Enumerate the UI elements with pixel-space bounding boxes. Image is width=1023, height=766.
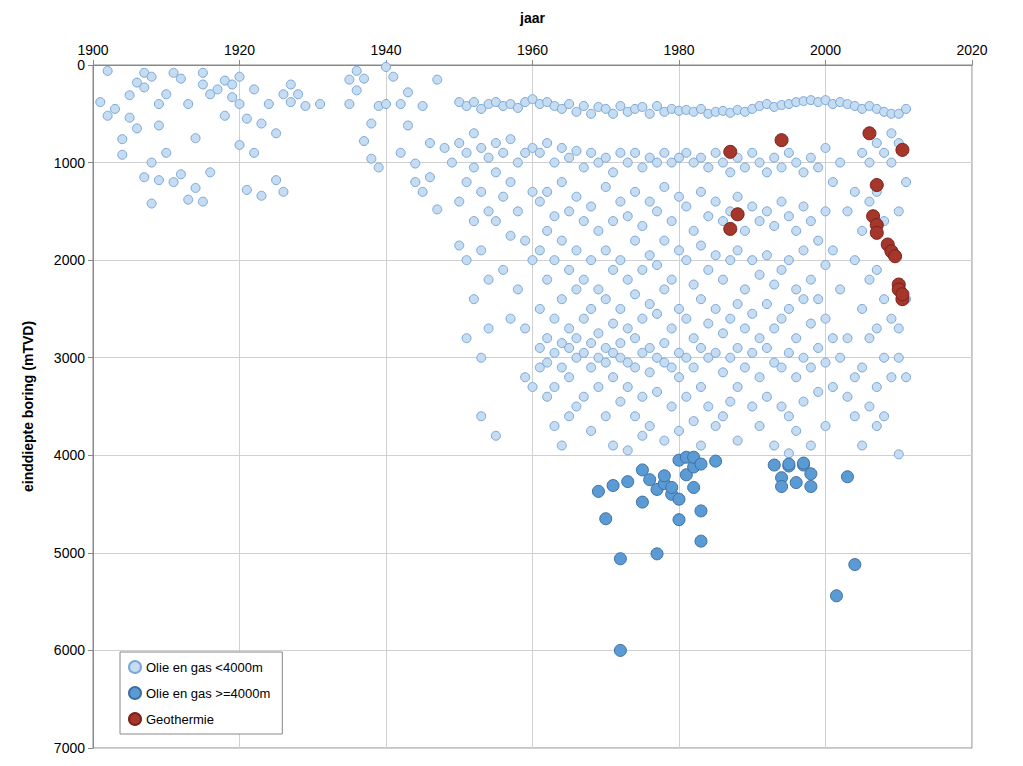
svg-text:1960: 1960 [517, 42, 548, 58]
svg-text:0: 0 [77, 57, 85, 73]
svg-text:2000: 2000 [810, 42, 841, 58]
svg-text:2020: 2020 [956, 42, 987, 58]
svg-text:5000: 5000 [54, 545, 85, 561]
svg-text:1940: 1940 [370, 42, 401, 58]
svg-text:2000: 2000 [54, 252, 85, 268]
svg-text:6000: 6000 [54, 642, 85, 658]
svg-text:jaar: jaar [519, 10, 545, 26]
svg-text:Geothermie: Geothermie [146, 712, 214, 727]
svg-text:1000: 1000 [54, 155, 85, 171]
svg-text:Olie en gas <4000m: Olie en gas <4000m [146, 660, 263, 675]
svg-text:4000: 4000 [54, 447, 85, 463]
svg-text:3000: 3000 [54, 350, 85, 366]
svg-text:1900: 1900 [77, 42, 108, 58]
svg-text:einddiepte boring (mTVD): einddiepte boring (mTVD) [20, 321, 36, 492]
svg-text:1980: 1980 [663, 42, 694, 58]
svg-text:Olie en gas >=4000m: Olie en gas >=4000m [146, 686, 270, 701]
svg-text:1920: 1920 [224, 42, 255, 58]
svg-text:7000: 7000 [54, 740, 85, 756]
